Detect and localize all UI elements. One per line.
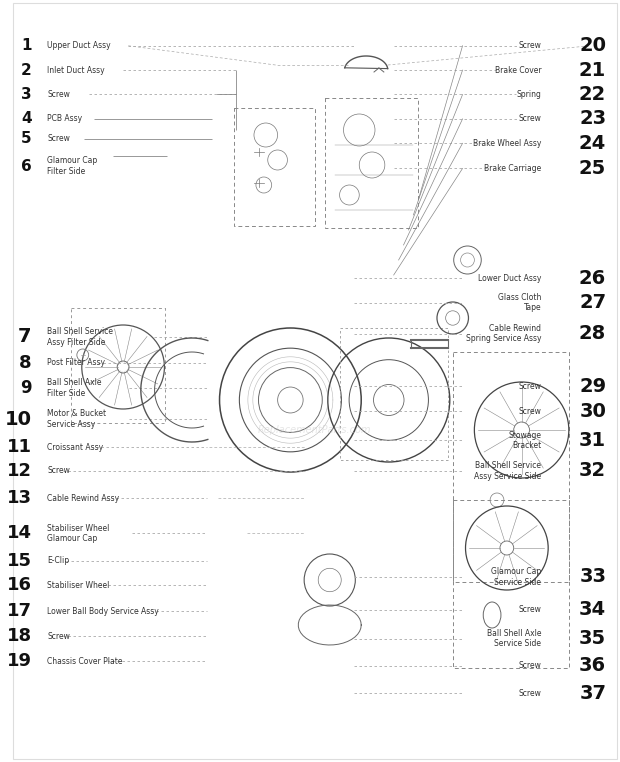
Text: 3: 3 <box>21 87 32 102</box>
Text: 32: 32 <box>579 462 606 480</box>
Text: 30: 30 <box>579 402 606 421</box>
Text: Croissant Assy: Croissant Assy <box>47 443 104 452</box>
Text: 18: 18 <box>6 627 32 645</box>
Text: 5: 5 <box>21 131 32 146</box>
Text: Chassis Cover Plate: Chassis Cover Plate <box>47 657 123 666</box>
Text: Lower Duct Assy: Lower Duct Assy <box>478 274 541 283</box>
Text: E-Clip: E-Clip <box>47 556 69 565</box>
Text: Screw: Screw <box>47 90 70 99</box>
Text: PCB Assy: PCB Assy <box>47 114 82 123</box>
Text: 36: 36 <box>579 657 606 675</box>
Text: Post Filter Assy: Post Filter Assy <box>47 358 105 367</box>
Text: Ball Shell Axle
Service Side: Ball Shell Axle Service Side <box>487 629 541 648</box>
Text: 26: 26 <box>579 269 606 287</box>
Text: Stabiliser Wheel
Glamour Cap: Stabiliser Wheel Glamour Cap <box>47 523 110 543</box>
Text: Screw: Screw <box>518 41 541 50</box>
Text: 20: 20 <box>579 37 606 55</box>
Text: Lower Ball Body Service Assy: Lower Ball Body Service Assy <box>47 607 159 616</box>
Text: Inlet Duct Assy: Inlet Duct Assy <box>47 66 105 75</box>
Bar <box>325 98 418 228</box>
Text: Screw: Screw <box>47 134 70 143</box>
Text: Ball Shell Axle
Filter Side: Ball Shell Axle Filter Side <box>47 378 102 398</box>
Text: 24: 24 <box>579 134 606 152</box>
Text: Motor & Bucket
Service Assy: Motor & Bucket Service Assy <box>47 409 107 429</box>
Text: ReplacementParts.com: ReplacementParts.com <box>258 425 372 435</box>
Text: 31: 31 <box>579 431 606 450</box>
Text: Glamour Cap
Filter Side: Glamour Cap Filter Side <box>47 156 97 176</box>
Text: 16: 16 <box>7 576 32 594</box>
Bar <box>71 308 166 423</box>
Text: 9: 9 <box>20 379 32 397</box>
Text: 12: 12 <box>7 462 32 480</box>
Text: 17: 17 <box>7 602 32 620</box>
Text: Screw: Screw <box>518 114 541 123</box>
Bar <box>453 500 569 668</box>
Text: 14: 14 <box>7 524 32 543</box>
Text: 10: 10 <box>4 410 32 428</box>
Text: Brake Carriage: Brake Carriage <box>484 164 541 173</box>
Text: Screw: Screw <box>518 689 541 698</box>
Bar <box>340 328 448 460</box>
Text: Screw: Screw <box>518 605 541 614</box>
Bar <box>453 352 569 582</box>
Text: Glass Cloth
Tape: Glass Cloth Tape <box>498 293 541 312</box>
Text: Screw: Screw <box>47 632 70 641</box>
Text: Brake Cover: Brake Cover <box>495 66 541 75</box>
Text: 19: 19 <box>7 652 32 671</box>
Text: Spring: Spring <box>516 90 541 99</box>
Text: Glamour Cap
Service Side: Glamour Cap Service Side <box>491 567 541 587</box>
Text: Brake Wheel Assy: Brake Wheel Assy <box>473 139 541 148</box>
Text: 33: 33 <box>579 568 606 586</box>
Text: Screw: Screw <box>518 407 541 416</box>
Text: Upper Duct Assy: Upper Duct Assy <box>47 41 111 50</box>
Text: 25: 25 <box>579 159 606 178</box>
Text: Ball Shell Service
Assy Service Side: Ball Shell Service Assy Service Side <box>474 461 541 481</box>
Text: 27: 27 <box>579 293 606 312</box>
Text: 4: 4 <box>21 111 32 126</box>
Text: 6: 6 <box>21 158 32 174</box>
Text: Ball Shell Service
Assy Filter Side: Ball Shell Service Assy Filter Side <box>47 327 113 347</box>
Text: 8: 8 <box>19 354 32 372</box>
Text: Stabiliser Wheel: Stabiliser Wheel <box>47 581 110 590</box>
Text: 35: 35 <box>579 629 606 648</box>
Text: 34: 34 <box>579 600 606 619</box>
Text: Screw: Screw <box>518 661 541 671</box>
Text: Screw: Screw <box>47 466 70 475</box>
Bar <box>234 108 315 226</box>
Text: Screw: Screw <box>518 382 541 391</box>
Text: Cable Rewind
Spring Service Assy: Cable Rewind Spring Service Assy <box>466 324 541 344</box>
Text: 15: 15 <box>7 552 32 570</box>
Text: Stowage
Bracket: Stowage Bracket <box>508 431 541 450</box>
Text: Cable Rewind Assy: Cable Rewind Assy <box>47 494 120 503</box>
Text: 11: 11 <box>7 438 32 456</box>
Text: 37: 37 <box>579 684 606 703</box>
Text: 1: 1 <box>21 38 32 53</box>
Text: 13: 13 <box>7 489 32 507</box>
Text: 28: 28 <box>579 325 606 343</box>
Text: 29: 29 <box>579 377 606 395</box>
Text: 2: 2 <box>21 62 32 78</box>
Text: 23: 23 <box>579 110 606 128</box>
Text: 21: 21 <box>579 61 606 79</box>
Text: 7: 7 <box>18 328 32 346</box>
Text: 22: 22 <box>579 85 606 104</box>
